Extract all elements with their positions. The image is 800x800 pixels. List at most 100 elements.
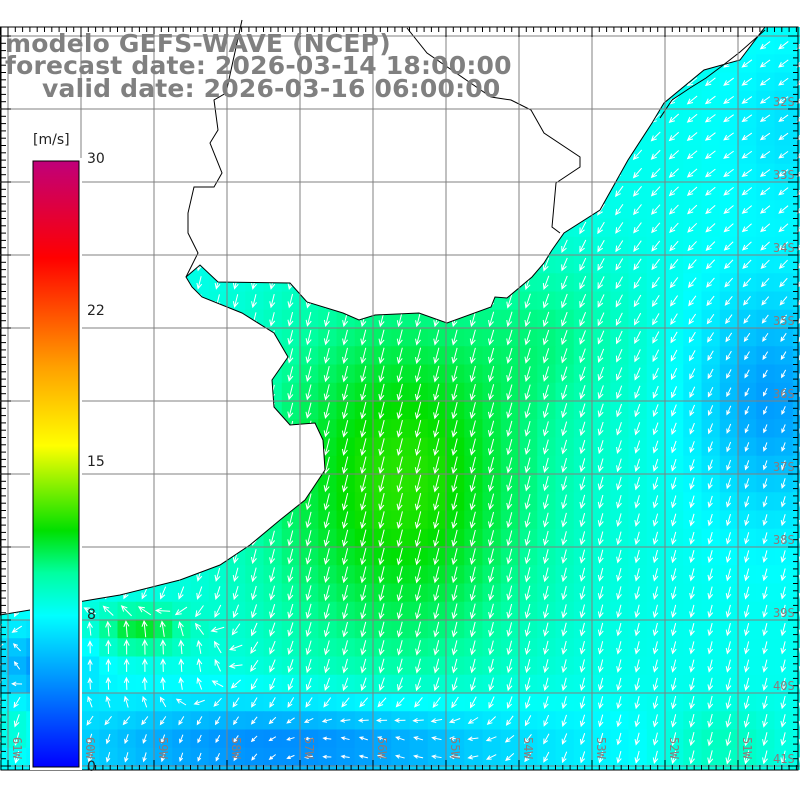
wind-arrow (670, 732, 677, 746)
wind-arrow (741, 77, 753, 86)
wind-arrow (305, 384, 312, 401)
wind-arrow (160, 734, 166, 744)
wind-arrow (669, 295, 679, 307)
wind-cell (0, 656, 9, 676)
wind-arrow (744, 641, 750, 655)
wind-arrow (689, 732, 695, 747)
wind-arrow (723, 150, 734, 159)
wind-cell (0, 674, 9, 694)
wind-arrow (542, 275, 550, 291)
wind-arrow (451, 511, 458, 529)
wind-arrow (137, 606, 152, 616)
wind-arrow (579, 733, 586, 746)
wind-arrow (780, 478, 786, 490)
wind-arrow (762, 677, 768, 692)
wind-arrow (141, 639, 148, 655)
wind-arrow (360, 420, 367, 438)
wind-arrow (634, 750, 641, 764)
wind-cell (792, 711, 800, 731)
wind-arrow (633, 240, 642, 252)
wind-arrow (762, 478, 768, 489)
wind-arrow (214, 658, 221, 672)
wind-cell (792, 455, 800, 475)
wind-cell (792, 492, 800, 512)
wind-arrow (305, 566, 312, 583)
wind-arrow (211, 680, 224, 688)
wind-arrow (378, 658, 385, 674)
wind-arrow (726, 459, 732, 471)
wind-arrow (780, 695, 787, 710)
wind-cell (792, 346, 800, 366)
wind-arrow (706, 295, 715, 307)
wind-arrow (469, 474, 476, 493)
wind-arrow (633, 258, 642, 271)
wind-arrow (123, 639, 130, 655)
wind-arrow (597, 494, 604, 509)
wind-arrow (414, 456, 422, 475)
wind-arrow (487, 384, 495, 401)
wind-arrow (634, 331, 641, 345)
wind-cell (81, 766, 100, 770)
wind-arrow (175, 698, 187, 706)
wind-arrow (250, 735, 258, 743)
wind-arrow (652, 458, 659, 472)
wind-arrow (287, 330, 294, 346)
wind-arrow (615, 203, 624, 216)
wind-arrow (269, 548, 276, 565)
wind-arrow (287, 312, 294, 327)
wind-arrow (688, 313, 697, 325)
wind-arrow (506, 347, 513, 364)
wind-arrow (214, 604, 222, 618)
wind-arrow (634, 403, 641, 418)
wind-arrow (433, 621, 440, 638)
wind-arrow (360, 566, 367, 584)
wind-arrow (414, 584, 422, 602)
wind-arrow (579, 312, 587, 327)
wind-arrow (506, 677, 513, 692)
wind-arrow (616, 622, 622, 637)
wind-arrow (469, 438, 476, 456)
wind-arrow (232, 567, 239, 583)
wind-arrow (762, 623, 768, 637)
wind-arrow (87, 695, 93, 708)
wind-arrow (430, 718, 443, 724)
wind-cell (482, 766, 502, 770)
wind-arrow (286, 754, 295, 760)
wind-arrow (723, 223, 734, 233)
wind-arrow (105, 639, 112, 655)
wind-arrow (342, 329, 349, 346)
wind-arrow (780, 332, 787, 343)
wind-arrow (323, 329, 330, 346)
wind-arrow (524, 494, 531, 510)
longitude-label: 51W (740, 737, 754, 759)
wind-arrow (433, 677, 440, 692)
wind-arrow (269, 530, 276, 547)
wind-arrow (469, 384, 476, 401)
wind-arrow (433, 329, 440, 346)
wind-arrow (597, 604, 604, 619)
wind-cell (774, 766, 794, 770)
wind-arrow (360, 640, 367, 656)
wind-arrow (451, 347, 458, 365)
wind-cell (792, 328, 800, 347)
wind-arrow (778, 259, 788, 270)
wind-arrow (142, 676, 148, 690)
wind-arrow (689, 531, 695, 545)
wind-arrow (233, 735, 239, 743)
wind-cell (792, 547, 800, 566)
wind-arrow (360, 329, 367, 346)
wind-arrow (542, 439, 549, 455)
wind-arrow (506, 493, 513, 510)
wind-arrow (178, 658, 185, 672)
wind-cell (792, 437, 800, 457)
latitude-label: 33S (773, 168, 795, 182)
wind-arrow (394, 717, 406, 723)
wind-arrow (762, 659, 768, 673)
wind-arrow (524, 530, 531, 547)
wind-arrow (726, 405, 732, 416)
wind-arrow (741, 187, 753, 196)
wind-arrow (341, 529, 349, 548)
wind-arrow (725, 532, 732, 545)
wind-arrow (724, 277, 734, 288)
wind-arrow (725, 568, 732, 582)
